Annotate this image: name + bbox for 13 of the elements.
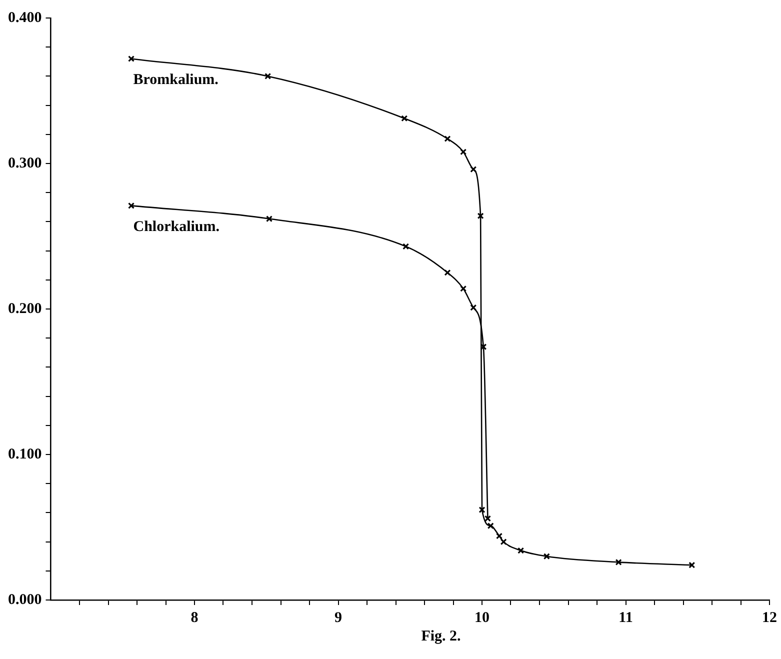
caption: Fig. 2. <box>421 628 462 644</box>
series-label: Chlorkalium. <box>133 219 220 236</box>
x-tick-label: 8 <box>190 610 198 626</box>
x-tick-label: 9 <box>334 610 342 626</box>
y-tick-label: 0.300 <box>8 155 42 172</box>
x-tick-label: 11 <box>618 610 633 626</box>
series-label: Bromkalium. <box>133 72 219 88</box>
x-tick-label: 10 <box>474 610 490 626</box>
x-tick-label: 12 <box>762 610 777 626</box>
y-tick-label: 0.100 <box>8 446 42 462</box>
y-tick-label: 0.400 <box>8 10 42 26</box>
y-tick-label: 0.000 <box>8 592 42 608</box>
y-tick-label: 0.200 <box>8 300 42 317</box>
